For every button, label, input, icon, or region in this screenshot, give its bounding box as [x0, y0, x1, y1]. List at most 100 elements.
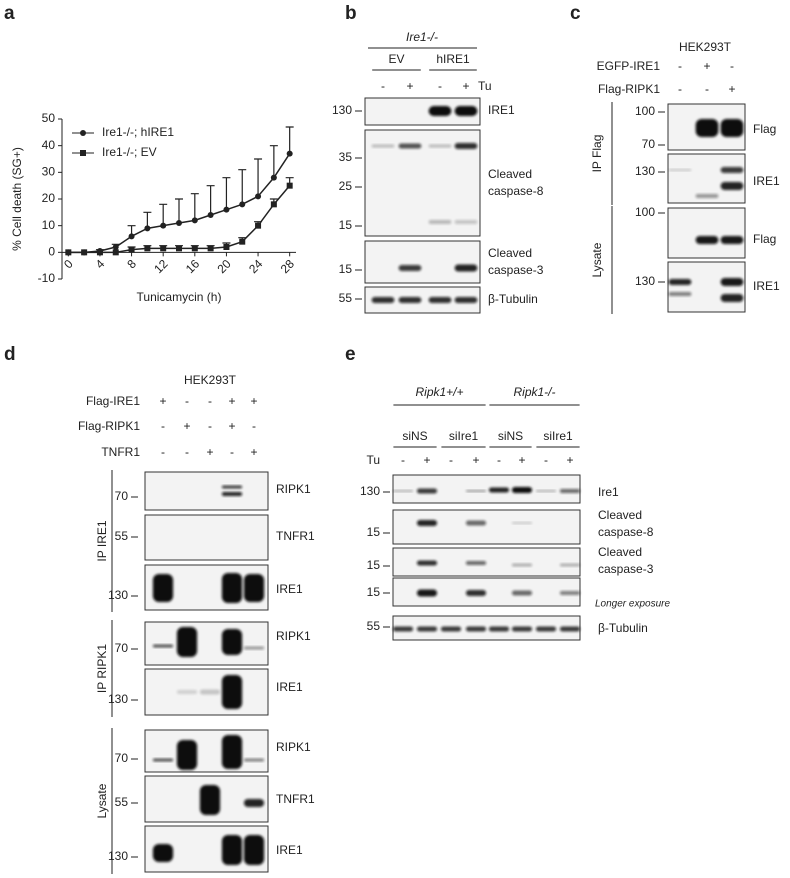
size-marker: 15 — [339, 218, 353, 232]
band — [535, 626, 557, 632]
data-point — [81, 249, 88, 256]
band — [152, 644, 174, 648]
band — [720, 119, 744, 137]
panel-letter: d — [4, 344, 16, 365]
x-tick-label: 16 — [183, 257, 203, 277]
data-point — [207, 212, 214, 218]
band — [392, 626, 414, 632]
band — [465, 561, 487, 565]
blot — [667, 207, 746, 259]
condition-sign: - — [381, 79, 385, 93]
size-marker: 130 — [108, 849, 128, 863]
condition-label: Tu — [366, 453, 380, 467]
blot-membrane — [144, 471, 269, 511]
data-point — [255, 193, 262, 200]
data-point — [160, 245, 167, 252]
subgroup-label: siIre1 — [449, 429, 479, 443]
error-bar — [254, 158, 263, 197]
blot — [667, 103, 746, 151]
blot-label: Cleaved — [488, 167, 532, 181]
error-bar — [159, 203, 168, 226]
condition-sign: - — [730, 59, 734, 73]
error-bar — [206, 185, 215, 215]
blot-membrane — [667, 261, 746, 313]
band — [176, 740, 198, 770]
size-marker: 55 — [367, 619, 381, 633]
blot — [392, 474, 581, 504]
section-label: Lysate — [590, 242, 604, 277]
data-point — [144, 245, 151, 252]
band — [511, 487, 533, 493]
condition-sign: - — [161, 419, 165, 433]
data-point — [255, 222, 262, 229]
error-bar — [222, 177, 231, 210]
condition-sign: - — [161, 445, 165, 459]
band — [428, 297, 452, 303]
subgroup-label: siNS — [498, 429, 523, 443]
band — [454, 297, 478, 303]
x-tick-label: 28 — [278, 257, 298, 277]
x-tick-label: 12 — [151, 257, 171, 277]
band — [199, 785, 221, 815]
band — [720, 278, 744, 286]
band — [392, 490, 414, 492]
blot-label: β-Tubulin — [488, 292, 538, 306]
legend-label: Ire1-/-; hIRE1 — [102, 125, 174, 139]
blot-label: IRE1 — [753, 174, 780, 188]
blot — [667, 153, 746, 204]
condition-sign: - — [705, 82, 709, 96]
blot-label: Cleaved — [598, 545, 642, 559]
size-marker: 130 — [108, 692, 128, 706]
band — [695, 119, 719, 137]
condition-sign: + — [462, 79, 469, 93]
band — [428, 144, 452, 148]
condition-sign: - — [252, 419, 256, 433]
blot — [364, 240, 481, 284]
blot-label: Cleaved — [488, 246, 532, 260]
data-point — [207, 245, 214, 252]
blot-label: β-Tubulin — [598, 621, 648, 635]
blot — [392, 509, 581, 545]
data-point — [223, 206, 230, 213]
condition-sign: - — [230, 445, 234, 459]
error-bar — [269, 145, 278, 178]
blot — [364, 97, 481, 126]
subgroup-label: siIre1 — [543, 429, 573, 443]
data-point — [239, 201, 246, 208]
data-point — [112, 244, 119, 250]
condition-sign: + — [472, 453, 479, 467]
blot — [364, 129, 481, 237]
band — [511, 522, 533, 524]
condition-sign: - — [208, 419, 212, 433]
y-tick-label: 20 — [42, 191, 56, 205]
y-tick-label: 0 — [48, 245, 55, 259]
size-marker: 55 — [115, 529, 129, 543]
blot-label: IRE1 — [276, 680, 303, 694]
band — [243, 574, 265, 602]
condition-label: Flag-RIPK1 — [78, 419, 140, 433]
blot — [392, 577, 581, 607]
band — [221, 675, 243, 709]
blot-label: Flag — [753, 122, 776, 136]
blot-membrane — [392, 509, 581, 545]
section-label: IP Flag — [590, 135, 604, 173]
band — [221, 735, 243, 769]
blot-label: RIPK1 — [276, 629, 311, 643]
data-point — [191, 245, 198, 252]
condition-sign: + — [159, 394, 166, 408]
section-label: IP RIPK1 — [95, 644, 109, 693]
blot-label: Flag — [753, 232, 776, 246]
group-label: Ripk1-/- — [513, 385, 555, 399]
band — [416, 560, 438, 566]
data-point — [270, 174, 277, 181]
condition-sign: - — [678, 59, 682, 73]
x-tick-label: 0 — [61, 257, 76, 272]
size-marker: 70 — [115, 489, 129, 503]
blot — [144, 621, 269, 666]
size-marker: 70 — [115, 751, 129, 765]
band — [152, 844, 174, 862]
blot-note: Longer exposure — [595, 599, 670, 610]
band — [720, 182, 744, 190]
size-marker: 70 — [642, 137, 656, 151]
